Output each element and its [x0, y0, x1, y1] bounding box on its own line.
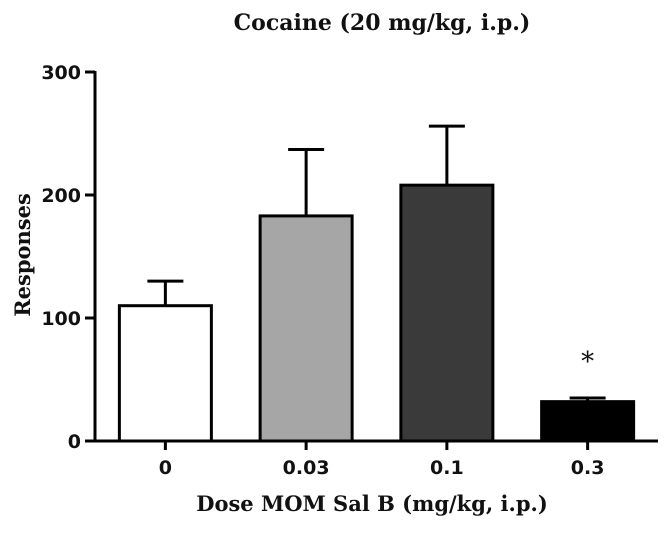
bar — [399, 183, 495, 443]
y-axis-label: Responses — [10, 193, 35, 317]
bar — [258, 214, 354, 443]
bar — [117, 304, 213, 443]
bar — [540, 400, 636, 443]
chart-title: Cocaine (20 mg/kg, i.p.) — [234, 10, 531, 36]
y-tick-label: 200 — [41, 185, 81, 207]
x-axis-label: Dose MOM Sal B (mg/kg, i.p.) — [196, 491, 548, 516]
y-tick-label: 100 — [41, 308, 81, 330]
y-axis: 0 100 200 300 — [41, 62, 97, 453]
error-bars — [147, 124, 606, 402]
x-tick-label: 0 — [159, 457, 172, 479]
y-tick-label: 300 — [41, 62, 81, 84]
x-tick-label: 0.03 — [283, 457, 330, 479]
annotations: * — [581, 347, 594, 377]
significance-marker: * — [581, 347, 594, 377]
y-tick-label: 0 — [68, 431, 81, 453]
x-tick-label: 0.3 — [571, 457, 605, 479]
bars — [117, 183, 636, 443]
x-axis: 0 0.03 0.1 0.3 — [95, 439, 658, 479]
x-tick-label: 0.1 — [430, 457, 464, 479]
